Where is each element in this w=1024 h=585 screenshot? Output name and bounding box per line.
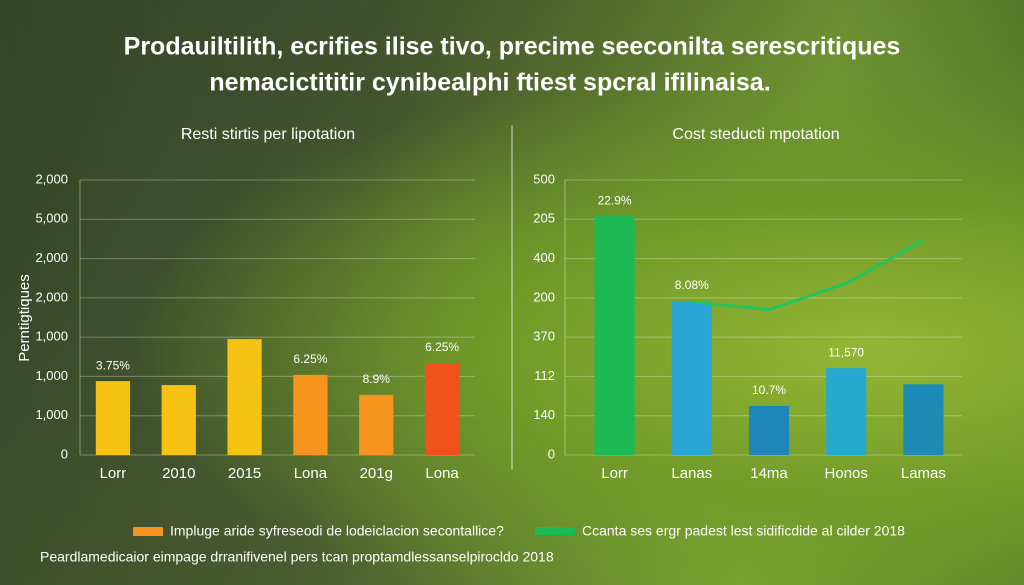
data-label: 8.9%	[363, 372, 391, 386]
x-tick-label: Lona	[294, 465, 328, 482]
legend-label: Impluge aride syfreseodi de lodeiclacion…	[170, 523, 504, 539]
x-tick-label: 201g	[360, 465, 393, 482]
title-line: Prodauiltilith, ecrifies ilise tivo, pre…	[124, 33, 901, 61]
chart-title: Cost steducti mpotation	[672, 126, 839, 143]
title-line: nemacictititir cynibealphi ftiest spcral…	[209, 69, 770, 97]
bar	[293, 374, 328, 455]
x-tick-label: Lanas	[671, 465, 712, 482]
y-tick-label: 2,000	[35, 250, 68, 265]
y-tick-label: 400	[533, 250, 555, 265]
line	[691, 238, 925, 312]
y-tick-label: 0	[548, 446, 555, 461]
y-tick-label: 1,000	[35, 407, 68, 422]
bar	[748, 405, 790, 455]
legend-swatch	[535, 527, 575, 535]
y-tick-label: 205	[533, 211, 555, 226]
y-tick-label: 1,000	[35, 329, 68, 344]
bar	[826, 368, 867, 455]
x-tick-label: 2010	[162, 465, 195, 482]
y-tick-label: 112	[534, 368, 555, 383]
x-tick-label: Lorr	[100, 465, 127, 482]
bar	[424, 363, 460, 455]
x-tick-label: Lona	[425, 465, 459, 482]
bar	[359, 394, 394, 455]
y-tick-label: 500	[533, 171, 555, 186]
y-tick-label: 370	[533, 329, 555, 344]
bar	[227, 339, 262, 455]
bar	[95, 381, 131, 455]
y-tick-label: 1,000	[35, 368, 68, 383]
chart-title: Resti stirtis per lipotation	[181, 126, 355, 143]
data-label: 8.08%	[675, 278, 709, 292]
x-tick-label: Lorr	[601, 465, 628, 482]
y-tick-label: 0	[61, 446, 68, 461]
data-label: 10.7%	[752, 383, 786, 397]
footer: Peardlamedicaior eimpage drranifivenel p…	[40, 549, 554, 565]
bar	[594, 216, 635, 455]
y-axis-label: Perntigtiques	[16, 274, 33, 362]
y-tick-label: 200	[533, 289, 555, 304]
bar	[903, 384, 944, 455]
x-tick-label: 2015	[228, 465, 261, 482]
data-label: 6.25%	[425, 340, 459, 354]
x-tick-label: Honos	[825, 465, 868, 482]
y-tick-label: 140	[533, 407, 555, 422]
bar	[161, 385, 196, 455]
y-tick-label: 2,000	[35, 289, 68, 304]
bar	[671, 301, 712, 455]
y-tick-label: 2,000	[35, 171, 68, 186]
data-label: 11,570	[828, 345, 864, 359]
legend-swatch	[133, 527, 163, 536]
x-tick-label: 14ma	[750, 465, 788, 482]
x-tick-label: Lamas	[901, 465, 946, 482]
y-tick-label: 5,000	[35, 211, 68, 226]
data-label: 22.9%	[598, 193, 632, 207]
legend-label: Ccanta ses ergr padest lest sidificdide …	[582, 523, 905, 539]
data-label: 6.25%	[293, 352, 327, 366]
data-label: 3.75%	[96, 358, 130, 372]
